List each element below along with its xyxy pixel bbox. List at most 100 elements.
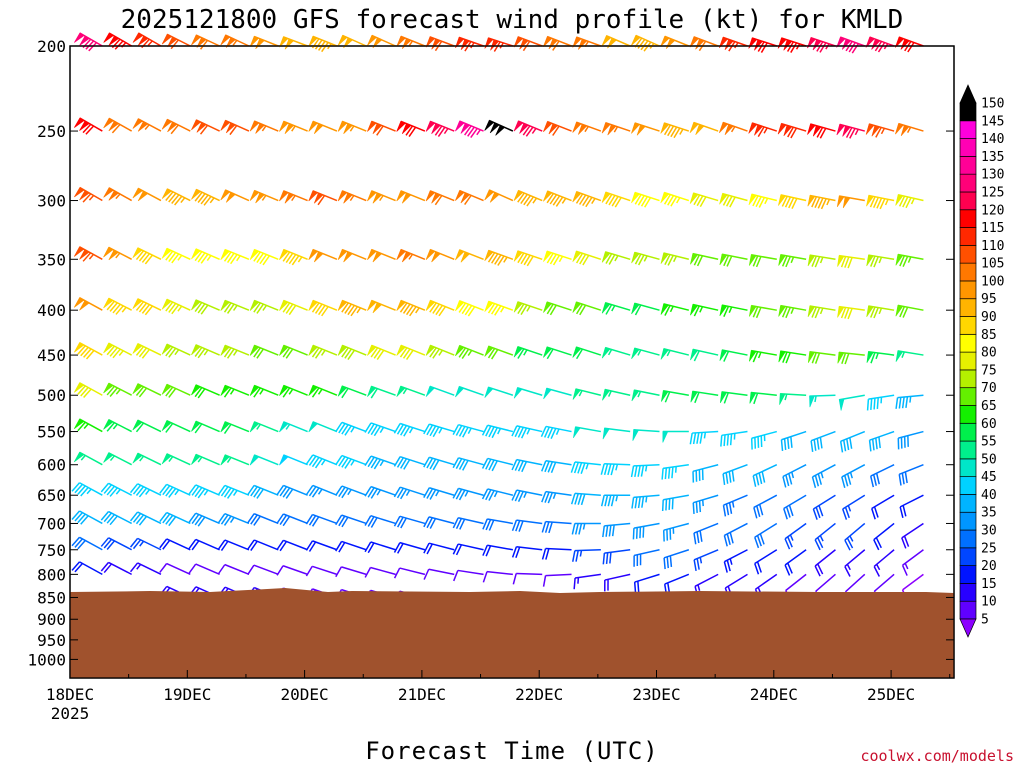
- wind-barb: [364, 515, 396, 528]
- wind-barb: [337, 120, 367, 134]
- y-tick-label: 400: [37, 301, 66, 320]
- wind-barb: [543, 301, 572, 316]
- x-tick-sublabel: 2025: [51, 704, 90, 723]
- wind-barb: [807, 194, 836, 210]
- wind-barb: [543, 250, 572, 266]
- wind-barb: [159, 511, 191, 527]
- colorbar-label: 20: [981, 559, 997, 574]
- wind-barb: [161, 453, 191, 466]
- wind-barb: [455, 344, 484, 359]
- wind-barb: [866, 254, 895, 268]
- wind-barb: [396, 385, 426, 397]
- colorbar-label: 100: [981, 274, 1004, 289]
- wind-barb: [541, 547, 572, 560]
- wind-barb: [191, 344, 220, 359]
- wind-barb: [367, 248, 396, 263]
- colorbar-box: [959, 422, 977, 442]
- wind-barb: [220, 34, 250, 48]
- wind-barb: [899, 494, 924, 519]
- wind-barb: [132, 383, 162, 398]
- wind-barb: [308, 120, 338, 134]
- wind-barb: [895, 122, 924, 137]
- colorbar-box: [959, 351, 977, 371]
- wind-barb: [484, 249, 514, 266]
- wind-barb: [660, 303, 690, 316]
- wind-barb: [631, 494, 660, 509]
- wind-barb: [100, 537, 132, 551]
- wind-barb: [73, 297, 103, 311]
- wind-barb: [690, 348, 719, 362]
- wind-barb: [217, 539, 250, 551]
- colorbar-label: 130: [981, 168, 1004, 183]
- wind-barb: [601, 251, 631, 265]
- wind-barb: [812, 494, 836, 520]
- wind-barb: [631, 191, 660, 208]
- colorbar-label: 105: [981, 257, 1004, 272]
- wind-barb: [220, 384, 250, 398]
- wind-barb: [631, 302, 660, 316]
- colorbar-box: [959, 262, 977, 282]
- wind-barb: [511, 519, 543, 532]
- wind-barb: [722, 494, 748, 517]
- wind-barb: [161, 343, 191, 358]
- wind-barb: [722, 464, 748, 486]
- wind-barb: [74, 117, 103, 135]
- wind-barb: [423, 423, 455, 438]
- wind-barb: [572, 301, 602, 316]
- wind-barb: [601, 191, 631, 208]
- wind-barb: [633, 573, 660, 594]
- wind-barb: [807, 254, 836, 268]
- wind-barb: [364, 485, 396, 499]
- wind-barb: [425, 299, 455, 317]
- wind-barb: [660, 122, 690, 139]
- wind-barb: [811, 464, 836, 489]
- plot-frame-border: [69, 45, 955, 679]
- colorbar-label: 140: [981, 132, 1004, 147]
- wind-barb: [601, 122, 631, 136]
- wind-barb: [723, 549, 748, 573]
- wind-barb: [364, 566, 396, 578]
- wind-barb: [159, 562, 191, 576]
- wind-barb: [132, 247, 162, 265]
- wind-barb: [543, 346, 572, 360]
- wind-barb: [220, 119, 250, 136]
- colorbar-box: [959, 547, 977, 566]
- wind-barb: [484, 189, 514, 203]
- wind-barb: [337, 344, 367, 360]
- wind-barb: [754, 522, 778, 549]
- colorbar-box: [959, 298, 977, 317]
- colorbar-box: [959, 369, 977, 389]
- wind-barb: [308, 384, 338, 398]
- wind-barb: [752, 464, 778, 487]
- wind-barb: [220, 421, 250, 434]
- wind-barb: [279, 299, 308, 316]
- wind-barb: [662, 522, 690, 542]
- wind-barb: [337, 385, 367, 399]
- wind-barb: [364, 455, 396, 470]
- wind-barb: [103, 297, 132, 315]
- y-tick-label: 750: [37, 541, 66, 560]
- colorbar-label: 95: [981, 292, 997, 307]
- x-tick-label: 19DEC: [163, 685, 211, 704]
- wind-barb: [276, 513, 308, 527]
- y-tick-label: 650: [37, 486, 66, 505]
- wind-barb: [482, 518, 514, 531]
- wind-barb: [631, 251, 660, 266]
- wind-barb: [393, 486, 426, 500]
- wind-barb: [396, 299, 426, 317]
- wind-barb: [305, 565, 338, 577]
- wind-barb: [71, 510, 103, 525]
- wind-barb: [455, 300, 484, 317]
- wind-barb: [425, 36, 455, 52]
- wind-barb: [693, 522, 719, 545]
- x-axis-label: Forecast Time (UTC): [365, 737, 659, 765]
- wind-barb: [220, 248, 250, 265]
- wind-barb: [132, 419, 162, 433]
- wind-barb: [161, 33, 191, 50]
- wind-barb: [247, 513, 279, 526]
- x-tick-label: 20DEC: [281, 685, 329, 704]
- colorbar-label: 15: [981, 577, 997, 592]
- wind-barb: [100, 561, 132, 576]
- wind-barb: [866, 394, 895, 411]
- wind-barb: [543, 190, 572, 207]
